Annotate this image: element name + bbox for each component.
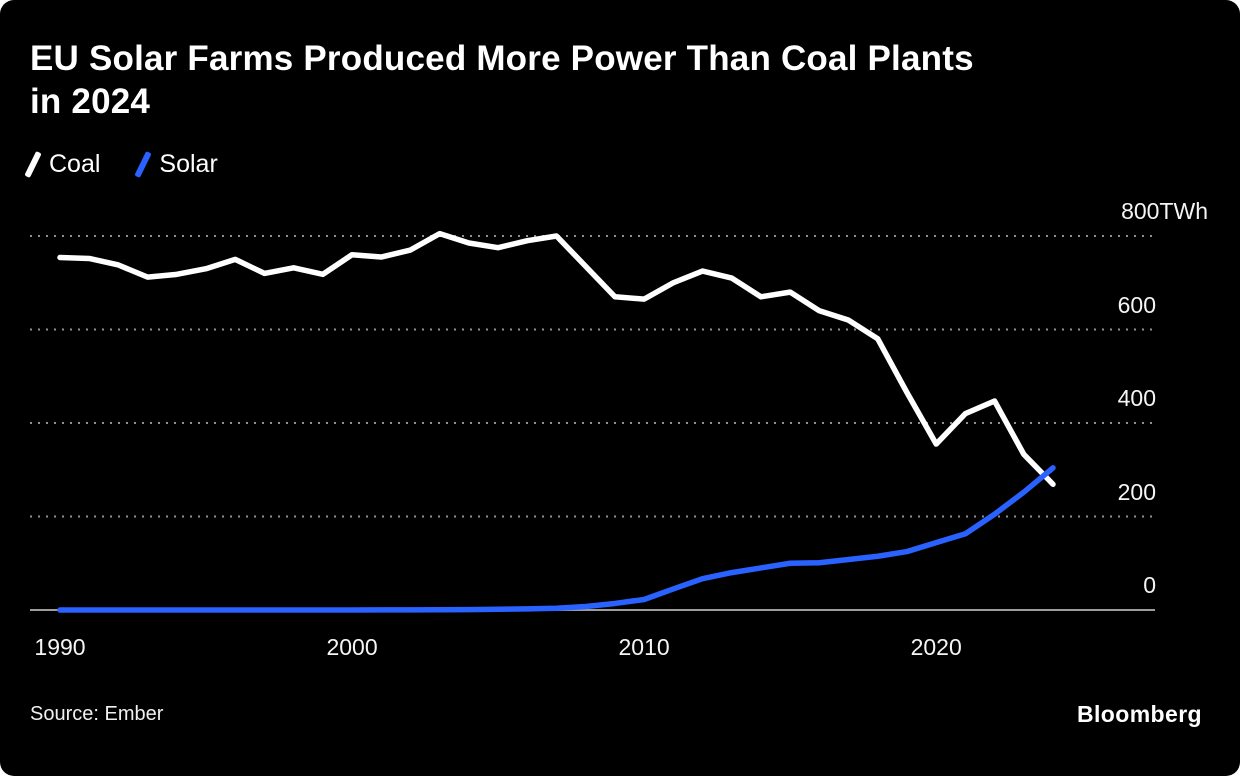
y-axis-tick-label: 0 [1143, 572, 1156, 598]
legend-item-solar: Solar [134, 150, 218, 179]
bloomberg-logo: Bloomberg [1077, 701, 1202, 727]
legend: Coal Solar [24, 150, 218, 179]
y-axis-tick-label: 800TWh [1121, 198, 1208, 224]
y-axis-tick-label: 400 [1117, 385, 1156, 411]
legend-label-solar: Solar [159, 150, 218, 178]
x-axis-tick-label: 2010 [618, 634, 670, 660]
x-axis-tick-label: 1990 [34, 634, 86, 660]
y-axis-tick-label: 600 [1117, 291, 1156, 318]
x-axis-tick-label: 2020 [910, 634, 962, 660]
y-axis-tick-label: 200 [1117, 478, 1156, 505]
solar-line [57, 465, 1056, 613]
x-axis-tick-label: 2000 [326, 634, 378, 660]
chart-title: EU Solar Farms Produced More Power Than … [30, 39, 974, 121]
source-label: Source: Ember [30, 703, 164, 725]
legend-item-coal: Coal [24, 150, 101, 179]
legend-label-coal: Coal [49, 150, 101, 178]
coal-line [57, 230, 1056, 487]
